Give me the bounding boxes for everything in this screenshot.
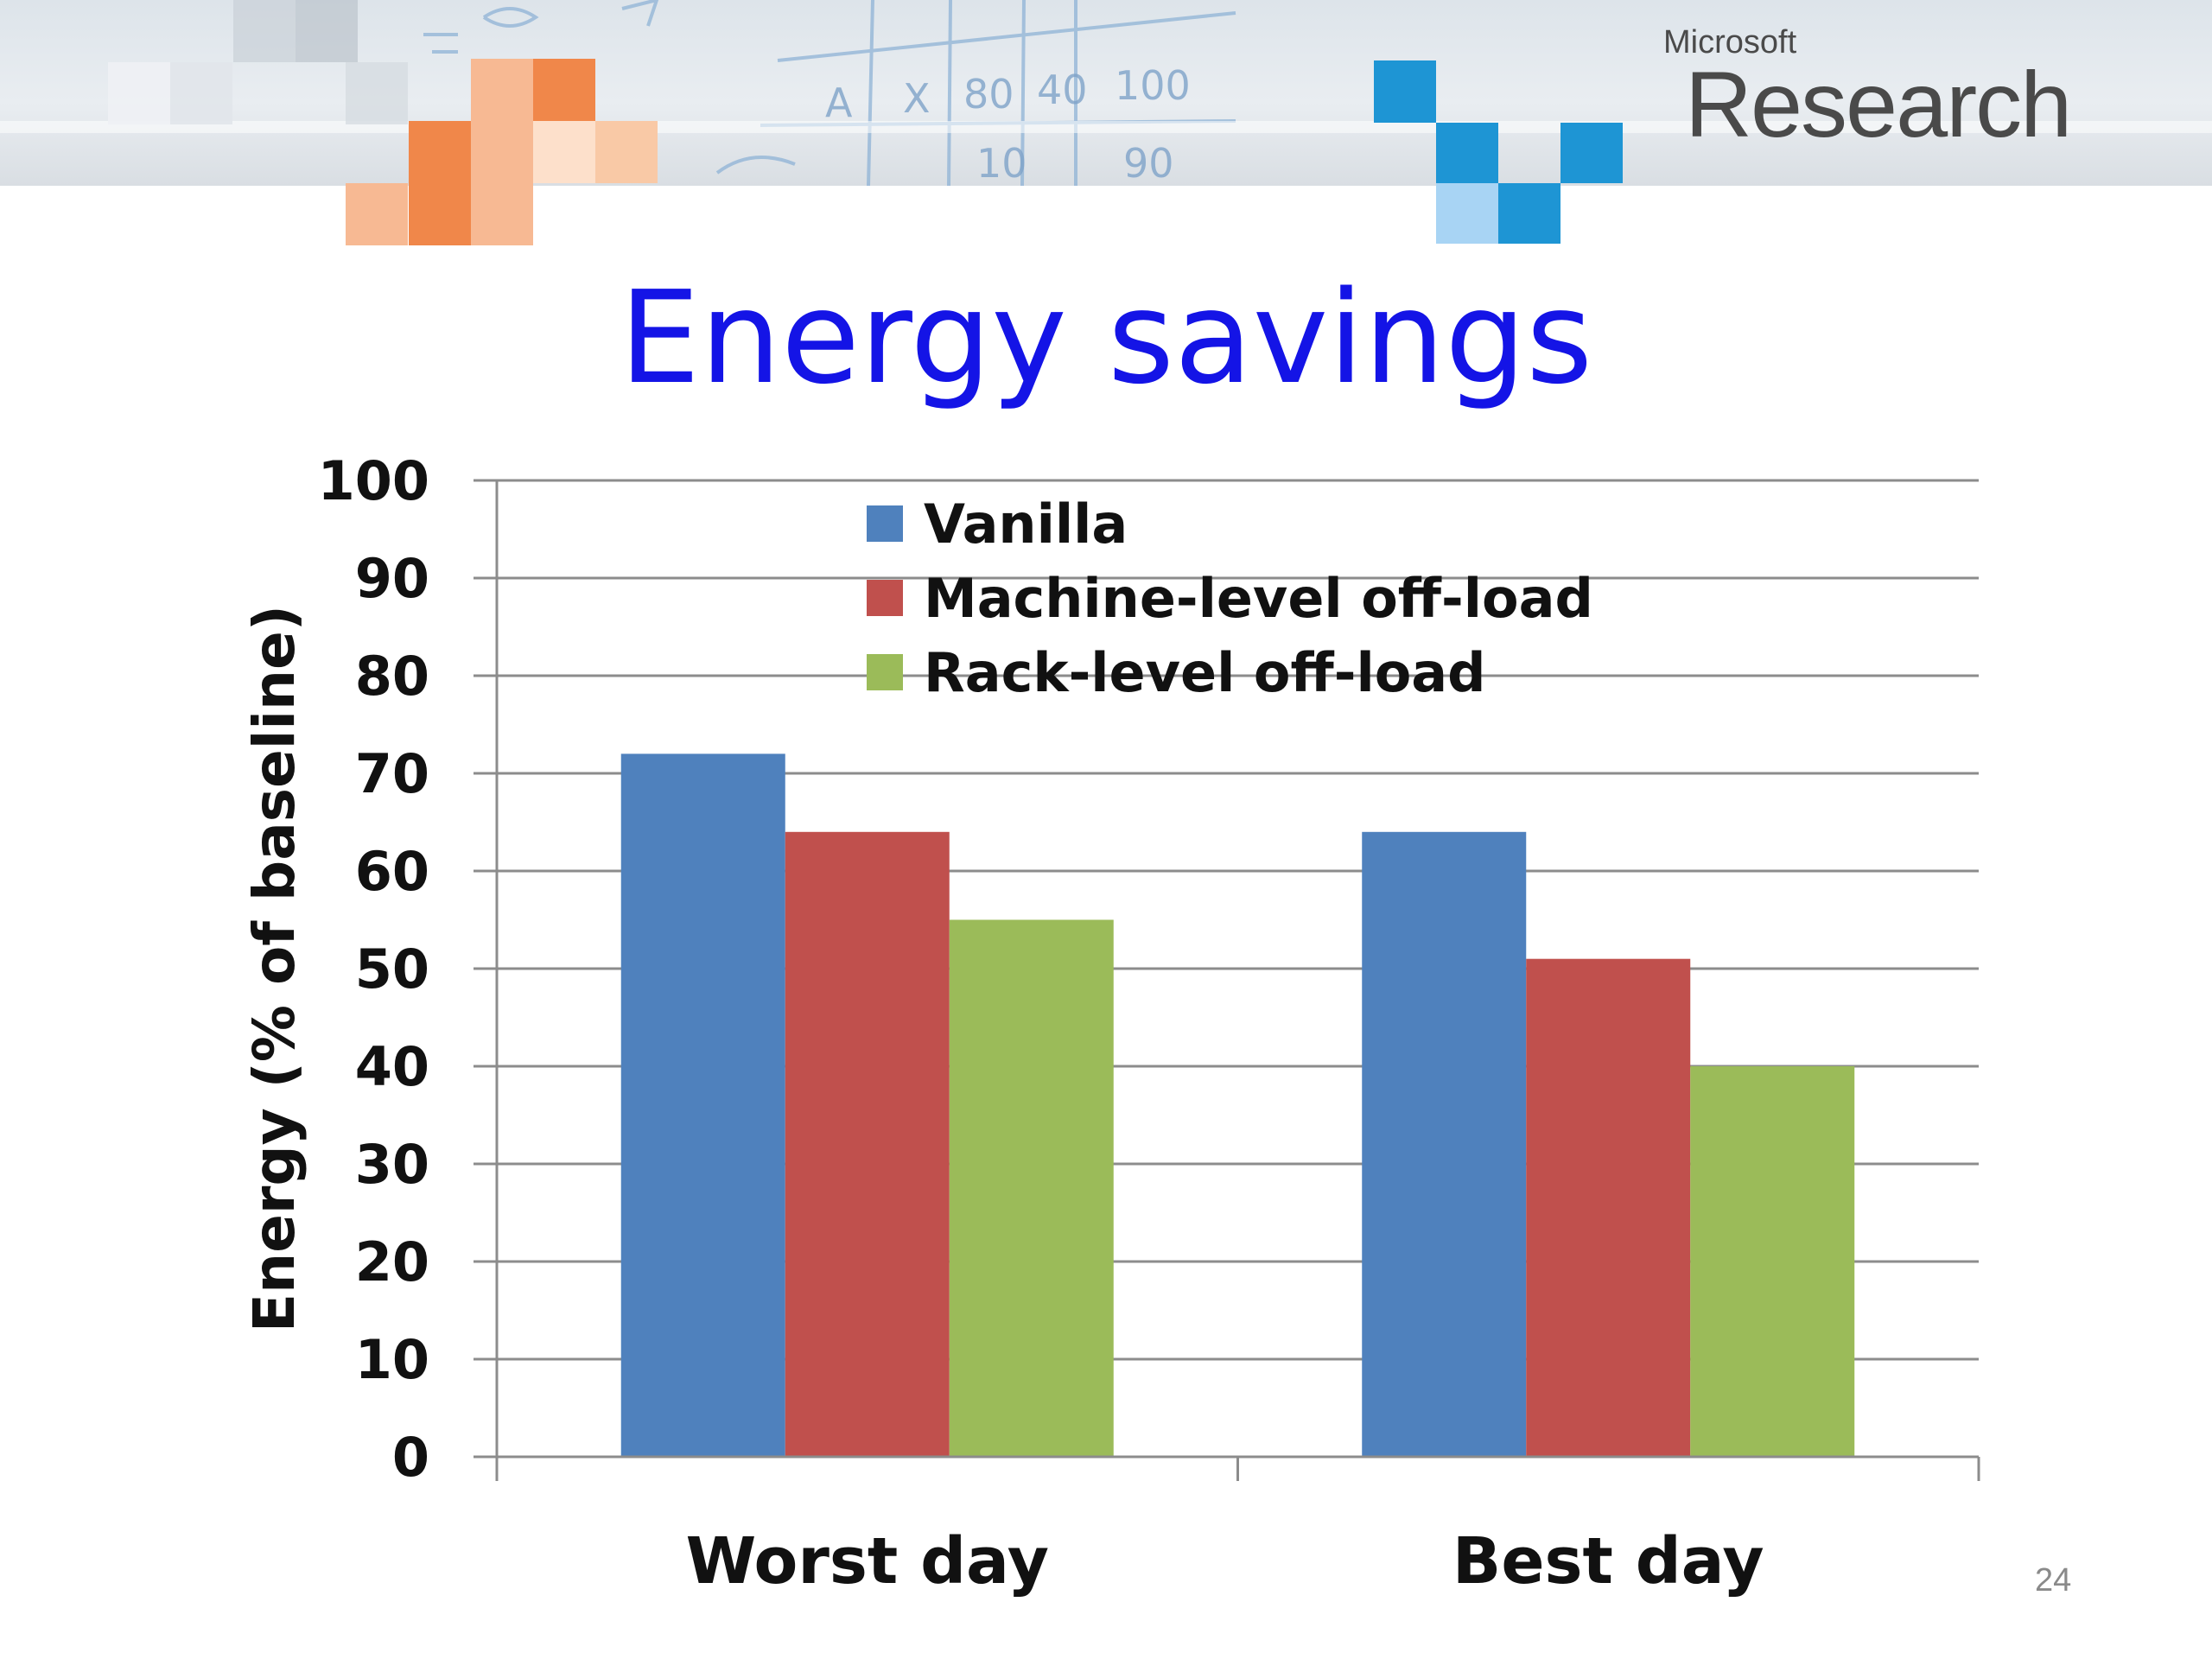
y-tick-label: 0 xyxy=(392,1426,429,1489)
x-category-label: Best day xyxy=(1452,1524,1764,1599)
y-tick-label: 100 xyxy=(318,449,429,512)
blue-tile xyxy=(1374,60,1436,123)
slide-title: Energy savings xyxy=(619,264,1593,412)
svg-text:90: 90 xyxy=(1123,140,1174,186)
legend-swatch xyxy=(867,580,903,616)
blue-tile xyxy=(1498,183,1560,244)
gray-tile xyxy=(346,62,408,124)
bar-vanilla-worst-day xyxy=(620,753,785,1457)
blue-tile xyxy=(1560,123,1623,183)
axis-layer: 0 10 20 30 40 50 60 70 80 90 100 Worst day Best day E… xyxy=(241,449,1980,1599)
legend: Vanilla Machine-level off-load Rack-level … xyxy=(867,493,1593,704)
y-tick-label: 10 xyxy=(355,1328,429,1391)
bar-machine-level-off-load-worst-day xyxy=(785,831,950,1457)
page-number: 24 xyxy=(2035,1562,2072,1599)
legend-swatch xyxy=(867,654,903,690)
header-banner: A X 80 40 100 10 90 xyxy=(0,0,2212,186)
blue-tile xyxy=(1436,183,1498,244)
x-category-label: Worst day xyxy=(686,1524,1049,1599)
orange-tile xyxy=(471,183,533,245)
svg-text:40: 40 xyxy=(1037,67,1088,113)
svg-text:10: 10 xyxy=(976,140,1027,186)
gray-tile xyxy=(296,0,358,62)
y-tick-label: 40 xyxy=(355,1035,429,1098)
svg-text:80: 80 xyxy=(963,71,1014,118)
y-tick-label: 60 xyxy=(355,840,429,903)
y-tick-label: 90 xyxy=(355,547,429,610)
orange-tile xyxy=(409,121,471,183)
bar-layer xyxy=(620,753,1855,1457)
y-tick-label: 80 xyxy=(355,645,429,708)
y-axis-label: Energy (% of baseline) xyxy=(241,605,308,1332)
orange-tile xyxy=(595,121,658,183)
orange-tile xyxy=(471,59,533,121)
bar-rack-level-off-load-worst-day xyxy=(949,919,1114,1457)
y-tick-label: 50 xyxy=(355,938,429,1001)
legend-swatch xyxy=(867,505,903,542)
legend-label: Rack-level off-load xyxy=(924,641,1486,704)
y-tick-label: 30 xyxy=(355,1133,429,1196)
orange-tile xyxy=(533,59,595,121)
bar-rack-level-off-load-best-day xyxy=(1690,1066,1855,1457)
svg-text:100: 100 xyxy=(1115,62,1191,109)
gray-tile xyxy=(170,62,232,124)
orange-tile xyxy=(533,121,595,183)
whiteboard-background-image: A X 80 40 100 10 90 xyxy=(423,0,1236,186)
legend-label: Machine-level off-load xyxy=(924,567,1593,630)
orange-tile xyxy=(409,183,471,245)
orange-tile xyxy=(471,121,533,183)
svg-text:X: X xyxy=(903,75,931,122)
gray-tile xyxy=(108,62,170,124)
logo-microsoft-text: Microsoft xyxy=(1663,24,1797,60)
logo-research-text: Research xyxy=(1685,52,2072,156)
y-tick-label: 20 xyxy=(355,1230,429,1294)
y-tick-label: 70 xyxy=(355,742,429,805)
orange-tile xyxy=(346,183,408,245)
legend-label: Vanilla xyxy=(924,493,1128,556)
svg-text:A: A xyxy=(825,79,853,126)
bar-machine-level-off-load-best-day xyxy=(1526,958,1691,1457)
bar-vanilla-best-day xyxy=(1362,831,1527,1457)
gray-tile xyxy=(233,0,296,62)
blue-tile xyxy=(1436,123,1498,183)
